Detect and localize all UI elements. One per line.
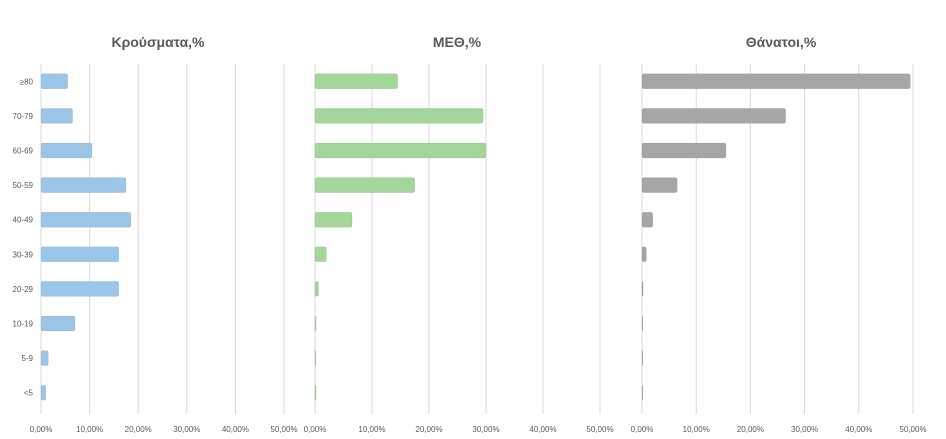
bar [40,281,120,297]
bar [40,108,73,124]
category-label: 20-29 [13,285,34,294]
category-label: 70-79 [13,112,34,121]
bar [314,281,319,297]
bar [40,142,93,159]
x-tick-label: 10,00% [683,425,710,434]
x-tick-label: 50,00% [586,425,613,434]
bar [40,384,47,401]
bar [641,246,647,263]
bar [314,142,487,159]
x-tick-label: 40,00% [222,425,249,434]
x-tick-label: 20,00% [125,425,152,434]
bar [40,315,76,332]
x-tick-label: 10,00% [358,425,385,434]
bar [641,384,644,401]
bar [314,73,398,90]
bar [314,350,317,366]
bar [314,246,327,263]
bar [314,177,415,193]
category-label: 5-9 [21,354,33,363]
bar [40,350,49,366]
x-tick-label: 0,00% [304,425,327,434]
chart-title: ΜΕΘ,% [433,34,482,50]
bar [641,315,644,332]
bar [40,73,68,90]
category-label: 10-19 [13,320,34,329]
x-tick-label: 30,00% [173,425,200,434]
x-tick-label: 0,00% [30,425,53,434]
x-tick-label: 30,00% [472,425,499,434]
category-label: 30-39 [13,250,34,259]
chart-title: Κρούσματα,% [111,34,205,50]
bar [314,384,317,401]
x-tick-label: 20,00% [415,425,442,434]
x-tick-label: 40,00% [845,425,872,434]
x-tick-label: 30,00% [791,425,818,434]
x-tick-label: 50,00% [270,425,297,434]
chart-title: Θάνατοι,% [746,34,817,50]
x-tick-label: 50,00% [899,425,926,434]
bar [40,246,120,263]
x-tick-label: 10,00% [76,425,103,434]
bar [40,211,132,228]
x-tick-label: 0,00% [631,425,654,434]
category-label: 50-59 [13,181,34,190]
bar [641,211,654,228]
bar [40,177,127,193]
bar [314,108,484,124]
category-label: 60-69 [13,147,34,156]
x-tick-label: 40,00% [529,425,556,434]
bar [314,211,353,228]
bar [641,142,727,159]
category-label: 40-49 [13,216,34,225]
bar [641,350,644,366]
bar [641,108,786,124]
bar [314,315,317,332]
category-label: <5 [24,389,34,398]
x-tick-label: 20,00% [737,425,764,434]
bar [641,281,644,297]
bar [641,177,678,193]
category-label: ≥80 [20,77,34,86]
bar [641,73,911,90]
